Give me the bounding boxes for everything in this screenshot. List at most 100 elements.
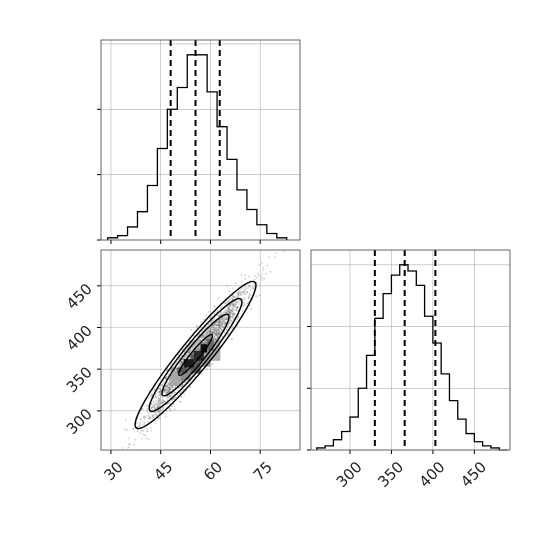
scatter-point bbox=[215, 323, 218, 326]
scatter-point bbox=[218, 315, 221, 317]
scatter-point bbox=[141, 424, 144, 426]
scatter-point bbox=[170, 394, 173, 397]
scatter-point bbox=[220, 313, 223, 316]
scatter-point bbox=[161, 384, 164, 386]
scatter-point bbox=[224, 301, 227, 304]
scatter-point bbox=[213, 332, 216, 335]
scatter-point bbox=[161, 402, 164, 405]
scatter-point bbox=[200, 330, 203, 333]
scatter-point bbox=[231, 315, 234, 318]
scatter-point bbox=[236, 309, 238, 311]
scatter-point bbox=[217, 333, 219, 335]
scatter-point bbox=[225, 318, 228, 321]
scatter-point bbox=[209, 331, 212, 334]
scatter-point bbox=[143, 418, 146, 420]
scatter-point bbox=[238, 303, 240, 305]
scatter-point bbox=[165, 375, 168, 378]
scatter-point bbox=[218, 326, 221, 329]
scatter-point bbox=[197, 349, 200, 351]
histogram-frame bbox=[310, 249, 511, 451]
scatter-point bbox=[160, 389, 162, 391]
scatter-point bbox=[239, 290, 242, 293]
scatter-point bbox=[168, 387, 171, 390]
scatter-point bbox=[234, 305, 237, 308]
scatter-point bbox=[236, 306, 239, 309]
scatter-point bbox=[216, 328, 219, 331]
scatter-point bbox=[247, 295, 250, 298]
scatter-point bbox=[216, 334, 219, 336]
scatter-point bbox=[232, 295, 234, 298]
scatter-point bbox=[145, 437, 147, 440]
scatter-point bbox=[164, 377, 167, 380]
scatter-point bbox=[212, 326, 215, 328]
scatter-point bbox=[158, 398, 161, 401]
scatter-point bbox=[217, 332, 220, 335]
scatter-point bbox=[157, 401, 160, 404]
scatter-point bbox=[233, 301, 236, 303]
scatter-point bbox=[227, 333, 230, 335]
scatter-point bbox=[167, 386, 170, 389]
scatter-point bbox=[231, 297, 234, 300]
scatter-point bbox=[202, 334, 205, 337]
scatter-point bbox=[158, 411, 160, 413]
scatter-point bbox=[238, 290, 241, 293]
scatter-point bbox=[211, 330, 214, 333]
scatter-point bbox=[213, 330, 216, 333]
scatter-point bbox=[168, 382, 171, 385]
scatter-point bbox=[150, 402, 153, 405]
scatter-point bbox=[237, 295, 240, 297]
scatter-point bbox=[168, 389, 171, 392]
scatter-point bbox=[169, 408, 172, 411]
scatter-point bbox=[188, 350, 190, 353]
scatter-point bbox=[169, 388, 171, 390]
scatter-point bbox=[217, 320, 220, 323]
scatter-point bbox=[240, 274, 243, 276]
scatter-point bbox=[168, 387, 170, 389]
scatter-point bbox=[197, 348, 199, 351]
scatter-point bbox=[164, 377, 167, 380]
scatter-point bbox=[162, 381, 165, 384]
scatter-point bbox=[224, 323, 227, 325]
scatter-point bbox=[234, 296, 236, 298]
scatter-point bbox=[157, 394, 160, 397]
scatter-point bbox=[198, 338, 200, 341]
scatter-point bbox=[200, 320, 203, 323]
scatter-point bbox=[231, 327, 234, 330]
scatter-point bbox=[187, 351, 189, 354]
scatter-point bbox=[157, 411, 160, 414]
scatter-point bbox=[202, 341, 205, 344]
scatter-point bbox=[127, 446, 130, 449]
scatter-point bbox=[168, 388, 171, 391]
scatter-point bbox=[161, 397, 164, 399]
scatter-point bbox=[218, 322, 221, 325]
scatter-point bbox=[221, 326, 223, 328]
scatter-point bbox=[218, 319, 221, 321]
scatter-point bbox=[160, 396, 163, 398]
scatter-point bbox=[210, 326, 213, 329]
scatter-point bbox=[213, 331, 215, 334]
scatter-point bbox=[247, 275, 250, 278]
scatter-point bbox=[141, 437, 143, 440]
scatter-point bbox=[143, 416, 146, 419]
scatter-point bbox=[154, 408, 156, 411]
scatter-point bbox=[218, 325, 221, 327]
scatter-point bbox=[216, 327, 218, 329]
scatter-point bbox=[171, 386, 174, 389]
scatter-point bbox=[232, 287, 234, 290]
scatter-point bbox=[232, 313, 234, 315]
y-tick-label: 400 bbox=[63, 322, 96, 355]
scatter-point bbox=[157, 406, 160, 409]
x-tick-label: 30 bbox=[100, 458, 126, 484]
scatter-point bbox=[144, 434, 147, 437]
scatter-point bbox=[214, 329, 217, 332]
density-contour bbox=[178, 333, 213, 377]
scatter-point bbox=[136, 426, 139, 429]
scatter-point bbox=[157, 405, 160, 408]
scatter-point bbox=[215, 321, 218, 324]
scatter-point bbox=[235, 296, 238, 299]
scatter-point bbox=[196, 335, 199, 337]
scatter-point bbox=[221, 317, 224, 320]
scatter-point bbox=[133, 443, 135, 446]
scatter-point bbox=[158, 390, 160, 392]
scatter-point bbox=[165, 391, 168, 393]
